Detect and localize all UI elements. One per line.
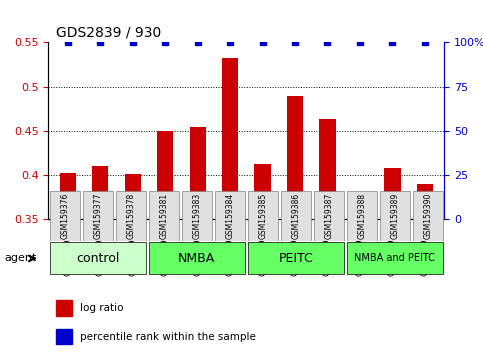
FancyBboxPatch shape [281, 191, 311, 241]
Text: control: control [76, 252, 119, 265]
Text: GSM159381: GSM159381 [159, 193, 168, 239]
FancyBboxPatch shape [248, 191, 278, 241]
Bar [56, 329, 72, 344]
Bar [157, 131, 173, 354]
FancyBboxPatch shape [380, 191, 410, 241]
Text: GSM159378: GSM159378 [127, 193, 135, 239]
Bar [417, 184, 433, 354]
FancyBboxPatch shape [116, 191, 146, 241]
Bar [255, 164, 270, 354]
Text: GDS2839 / 930: GDS2839 / 930 [56, 26, 161, 40]
Bar [352, 202, 368, 354]
FancyBboxPatch shape [50, 191, 80, 241]
FancyBboxPatch shape [314, 191, 344, 241]
Text: GSM159390: GSM159390 [424, 193, 432, 239]
Bar [384, 168, 400, 354]
FancyBboxPatch shape [413, 191, 443, 241]
Text: agent: agent [5, 253, 37, 263]
FancyBboxPatch shape [83, 191, 113, 241]
Bar [125, 175, 141, 354]
Bar [287, 96, 303, 354]
Bar [319, 120, 336, 354]
Text: percentile rank within the sample: percentile rank within the sample [80, 332, 256, 342]
FancyBboxPatch shape [248, 242, 344, 274]
FancyBboxPatch shape [149, 242, 245, 274]
FancyBboxPatch shape [149, 191, 179, 241]
Bar [92, 166, 108, 354]
Text: GSM159385: GSM159385 [258, 193, 267, 239]
Text: GSM159386: GSM159386 [291, 193, 300, 239]
Text: log ratio: log ratio [80, 303, 124, 313]
Bar [56, 300, 72, 316]
Text: GSM159377: GSM159377 [93, 193, 102, 239]
Text: GSM159383: GSM159383 [192, 193, 201, 239]
Text: NMBA: NMBA [178, 252, 215, 265]
Bar [222, 58, 238, 354]
Text: GSM159388: GSM159388 [357, 193, 366, 239]
Text: GSM159384: GSM159384 [226, 193, 234, 239]
Text: GSM159376: GSM159376 [60, 193, 69, 239]
Text: GSM159387: GSM159387 [325, 193, 333, 239]
FancyBboxPatch shape [347, 191, 377, 241]
Bar [189, 127, 206, 354]
Bar [60, 172, 76, 354]
FancyBboxPatch shape [182, 191, 212, 241]
FancyBboxPatch shape [50, 242, 146, 274]
Text: NMBA and PEITC: NMBA and PEITC [355, 253, 435, 263]
Text: GSM159389: GSM159389 [390, 193, 399, 239]
FancyBboxPatch shape [215, 191, 245, 241]
FancyBboxPatch shape [347, 242, 443, 274]
Text: PEITC: PEITC [279, 252, 313, 265]
